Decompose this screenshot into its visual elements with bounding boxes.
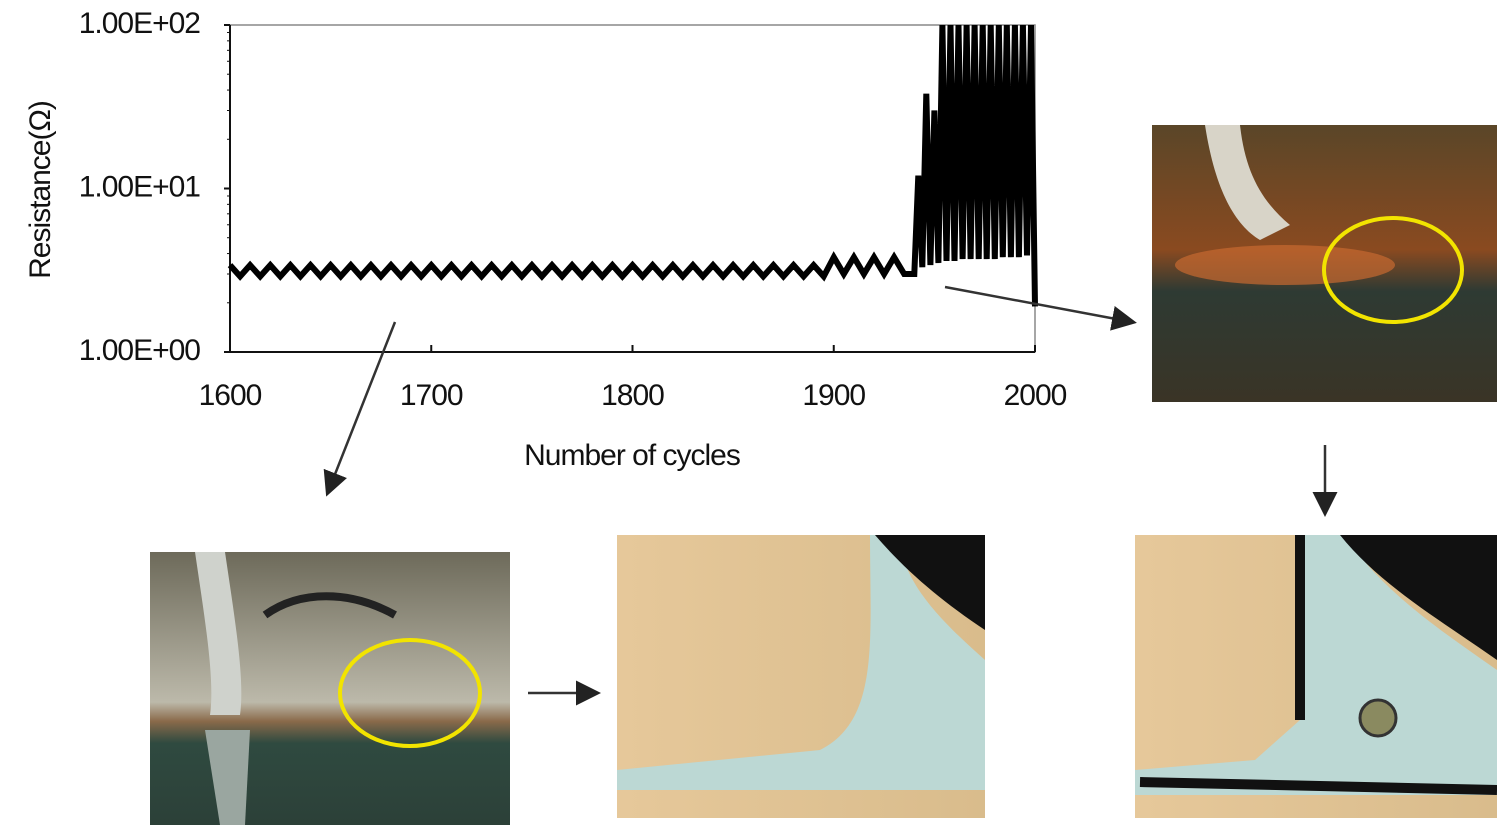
photo-top-right <box>1152 125 1497 402</box>
figure: Resistance(Ω) Number of cycles 1.00E+00 1… <box>0 0 1497 826</box>
chart: Resistance(Ω) Number of cycles 1.00E+00 1… <box>24 7 1067 472</box>
y-tick-label: 1.00E+02 <box>79 7 201 40</box>
data-line <box>230 25 1035 306</box>
x-tick-label: 1600 <box>199 379 262 412</box>
arrow <box>945 287 1132 322</box>
photo-bottom-left <box>150 552 510 825</box>
x-tick-label: 2000 <box>1004 379 1067 412</box>
photo-bottom-middle <box>617 535 985 818</box>
y-tick-label: 1.00E+00 <box>79 334 201 367</box>
arrow <box>328 322 395 492</box>
x-tick-label: 1800 <box>601 379 664 412</box>
plot-frame <box>230 25 1035 352</box>
solder <box>1175 245 1395 285</box>
x-tick-label: 1900 <box>802 379 865 412</box>
x-axis-label: Number of cycles <box>524 439 740 472</box>
photo-bottom-right <box>1135 535 1497 818</box>
y-axis-label: Resistance(Ω) <box>24 101 57 279</box>
void <box>1360 700 1396 736</box>
x-tick-label: 1700 <box>400 379 463 412</box>
y-tick-label: 1.00E+01 <box>79 170 201 203</box>
